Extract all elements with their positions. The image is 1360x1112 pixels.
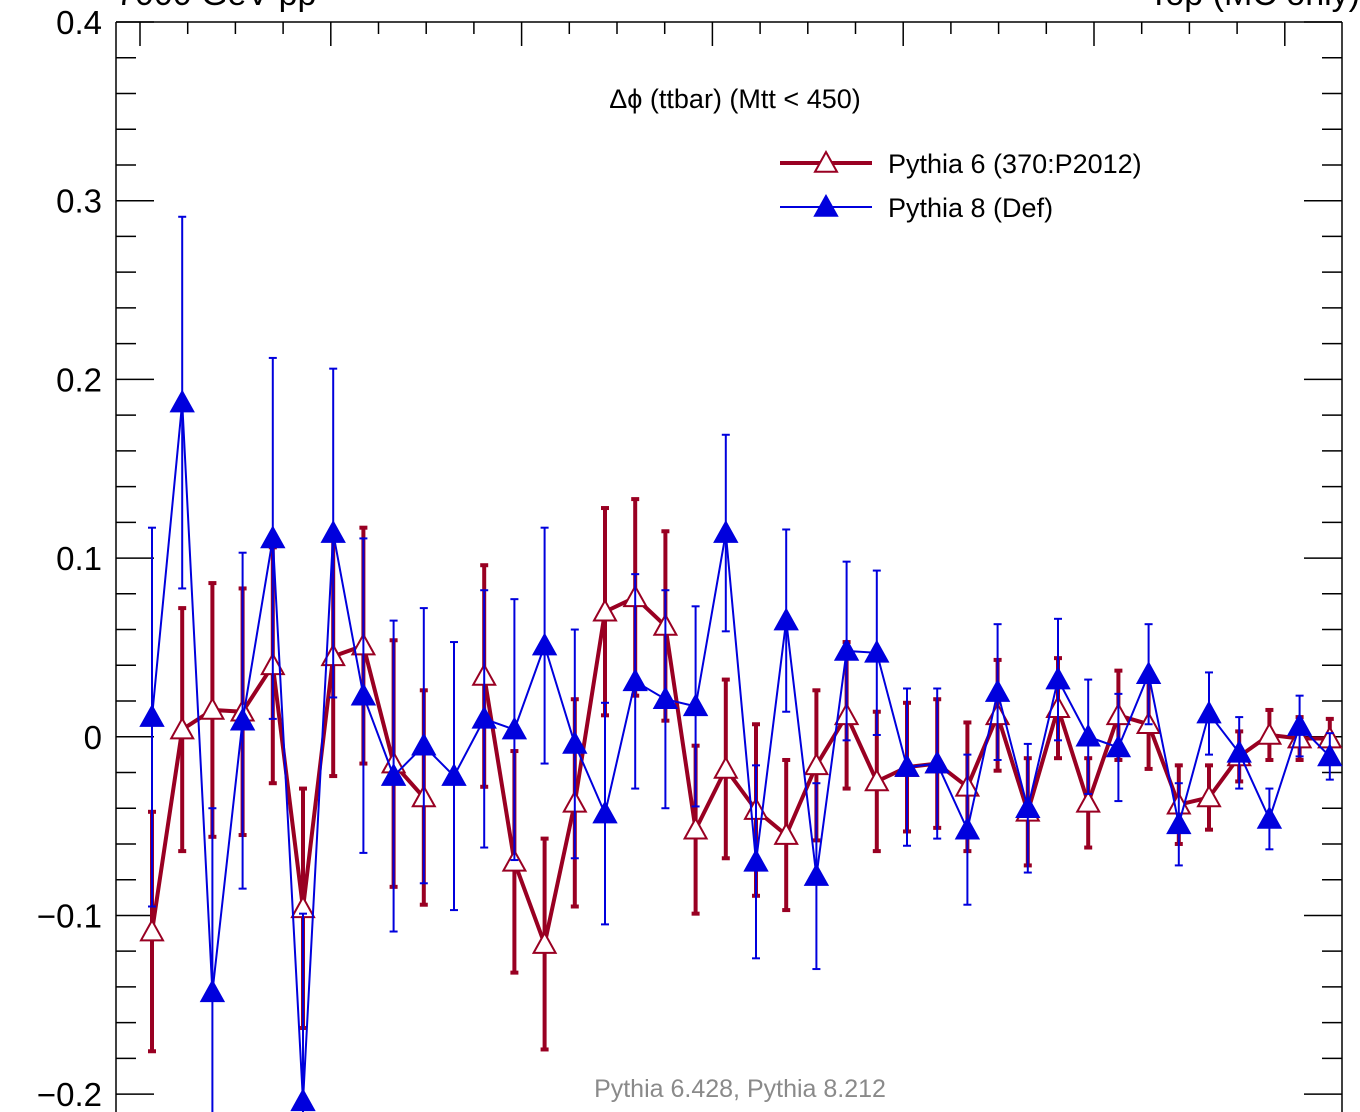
data-point bbox=[1256, 805, 1283, 829]
data-point bbox=[1135, 661, 1162, 685]
data-point bbox=[260, 525, 286, 549]
data-point bbox=[350, 682, 377, 706]
data-point bbox=[320, 519, 346, 543]
data-point bbox=[562, 730, 588, 754]
data-point bbox=[1196, 700, 1222, 724]
chart-title: Δϕ (ttbar) (Mtt < 450) bbox=[609, 84, 860, 114]
data-point bbox=[1226, 739, 1252, 763]
data-point bbox=[682, 693, 709, 717]
data-point bbox=[803, 752, 830, 776]
header-right: Top (MC only) bbox=[1148, 0, 1360, 13]
data-point bbox=[199, 979, 226, 1003]
data-point bbox=[622, 668, 648, 692]
data-point bbox=[380, 763, 407, 786]
data-point bbox=[1196, 784, 1222, 808]
data-point bbox=[1075, 723, 1101, 747]
y-tick-label: −0.1 bbox=[37, 897, 102, 934]
data-point bbox=[1105, 734, 1132, 758]
data-point bbox=[833, 637, 860, 661]
data-point bbox=[290, 1088, 316, 1112]
data-point bbox=[984, 679, 1011, 702]
data-point bbox=[773, 607, 799, 631]
legend-marker bbox=[813, 193, 839, 217]
data-point bbox=[864, 768, 890, 792]
series-line bbox=[150, 643, 426, 932]
data-point bbox=[652, 686, 679, 710]
data-point bbox=[773, 821, 799, 845]
data-point bbox=[954, 816, 981, 840]
y-tick-label: 0.4 bbox=[56, 4, 102, 41]
data-point bbox=[894, 754, 920, 777]
data-point bbox=[441, 763, 467, 786]
data-point bbox=[1075, 789, 1101, 813]
data-point bbox=[713, 519, 739, 543]
data-point bbox=[1317, 743, 1343, 767]
data-point bbox=[531, 930, 558, 954]
data-point bbox=[501, 716, 528, 740]
data-point bbox=[1045, 666, 1071, 690]
series-pythia8 bbox=[139, 215, 1343, 1112]
data-point bbox=[924, 750, 950, 774]
data-point bbox=[229, 707, 256, 731]
footer-note: Pythia 6.428, Pythia 8.212 bbox=[594, 1075, 886, 1103]
data-point bbox=[682, 816, 709, 840]
legend-marker bbox=[813, 149, 839, 173]
data-point bbox=[169, 716, 195, 740]
series-line bbox=[151, 402, 1331, 1102]
data-point bbox=[743, 848, 769, 872]
data-point bbox=[199, 696, 226, 720]
legend-label: Pythia 8 (Def) bbox=[888, 193, 1053, 223]
data-point bbox=[803, 863, 830, 886]
data-series bbox=[139, 215, 1343, 1112]
header-left: 7000 GeV pp bbox=[116, 0, 316, 13]
y-tick-label: −0.2 bbox=[37, 1076, 102, 1112]
data-point bbox=[592, 800, 618, 824]
legend: Pythia 6 (370:P2012) Pythia 8 (Def) bbox=[780, 149, 1142, 223]
data-point bbox=[531, 632, 558, 656]
data-point bbox=[713, 755, 739, 779]
data-point bbox=[139, 704, 165, 727]
plot-frame bbox=[115, 21, 1343, 1112]
data-point bbox=[139, 918, 165, 942]
data-point bbox=[471, 705, 497, 729]
legend-label: Pythia 6 (370:P2012) bbox=[888, 149, 1142, 179]
data-point bbox=[169, 389, 195, 413]
y-tick-label: 0.1 bbox=[56, 540, 102, 577]
data-point bbox=[864, 639, 890, 663]
y-tick-label: 0.2 bbox=[56, 361, 102, 398]
data-point bbox=[1015, 795, 1041, 819]
data-point bbox=[592, 598, 618, 622]
data-point bbox=[1166, 811, 1192, 835]
y-axis: −0.2 −0.1 0 0.1 0.2 0.3 0.4 bbox=[37, 4, 1342, 1112]
data-point bbox=[1256, 721, 1283, 745]
data-point bbox=[1286, 712, 1313, 736]
y-tick-label: 0.3 bbox=[56, 183, 102, 220]
y-tick-label: 0 bbox=[84, 719, 102, 756]
data-point bbox=[411, 732, 437, 756]
